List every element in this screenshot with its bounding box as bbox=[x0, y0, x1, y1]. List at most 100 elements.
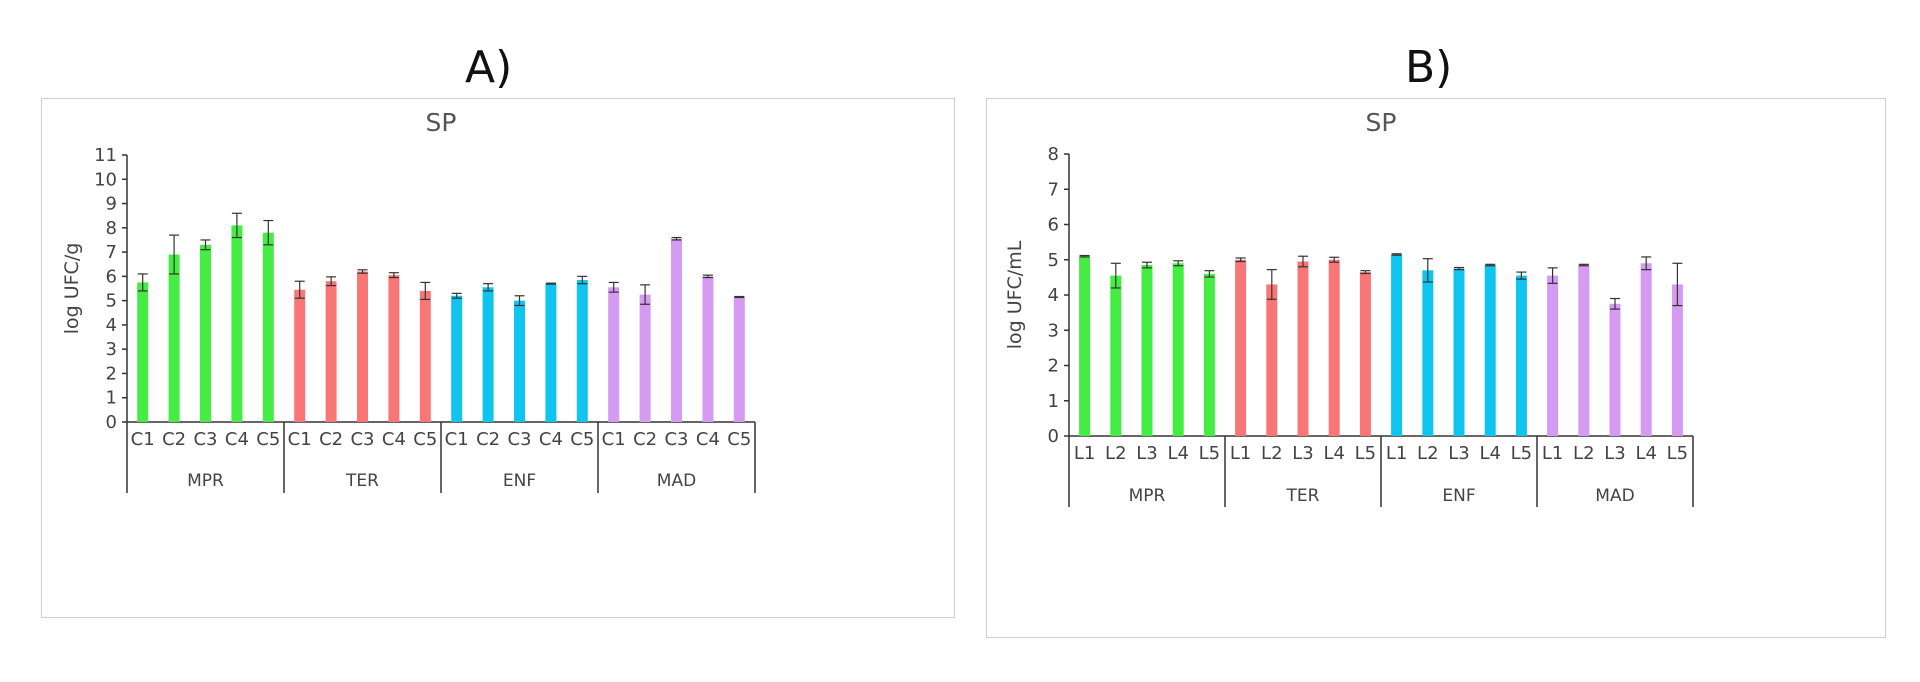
x-category-label: L3 bbox=[1448, 443, 1469, 464]
x-group-label: MPR bbox=[1129, 486, 1166, 506]
x-category-label: C1 bbox=[131, 429, 155, 450]
y-tick-label: 1 bbox=[1048, 391, 1059, 412]
bar-ter-l4 bbox=[1328, 259, 1340, 436]
x-group-label: MAD bbox=[1595, 486, 1634, 506]
bar-mpr-c2 bbox=[168, 254, 180, 422]
x-group-label: ENF bbox=[1442, 486, 1475, 506]
y-tick-label: 10 bbox=[94, 169, 117, 190]
bar-ter-l5 bbox=[1359, 272, 1371, 436]
y-tick-label: 7 bbox=[1048, 179, 1059, 200]
y-tick-label: 0 bbox=[1048, 426, 1059, 447]
bar-mad-c1 bbox=[608, 287, 620, 422]
x-category-label: L2 bbox=[1105, 443, 1126, 464]
x-category-label: L5 bbox=[1667, 443, 1688, 464]
bar-enf-c3 bbox=[514, 300, 525, 422]
bar-ter-l2 bbox=[1266, 284, 1278, 436]
chart-title: SP bbox=[426, 108, 457, 137]
x-category-label: L5 bbox=[1511, 443, 1532, 464]
x-category-label: L3 bbox=[1604, 443, 1625, 464]
x-category-label: L1 bbox=[1542, 443, 1563, 464]
panel-label-b: B) bbox=[1405, 42, 1453, 93]
x-category-label: C1 bbox=[288, 429, 312, 450]
x-category-label: C3 bbox=[193, 429, 217, 450]
y-axis-label: log UFC/mL bbox=[1004, 240, 1026, 349]
y-tick-label: 6 bbox=[106, 266, 117, 287]
bar-enf-l2 bbox=[1422, 270, 1434, 436]
bar-enf-c2 bbox=[482, 287, 494, 422]
y-tick-label: 0 bbox=[106, 412, 117, 433]
bar-mad-l3 bbox=[1609, 303, 1621, 436]
bar-mad-c5 bbox=[733, 296, 745, 422]
x-category-label: C1 bbox=[602, 429, 626, 450]
bar-mad-c4 bbox=[702, 276, 714, 422]
x-category-label: C2 bbox=[476, 429, 500, 450]
y-tick-label: 5 bbox=[1048, 250, 1059, 271]
bar-mad-l4 bbox=[1640, 263, 1652, 436]
bar-enf-c4 bbox=[545, 283, 557, 422]
bar-mpr-c4 bbox=[231, 225, 243, 422]
bar-mad-l2 bbox=[1578, 265, 1590, 436]
chart-b: SP log UFC/mL 0 1 2 3 4 5 6 7 8 L1 L2 L3 L4 L5 MPR L1 L2 L3… bbox=[986, 98, 1886, 638]
x-category-label: L4 bbox=[1479, 443, 1500, 464]
bar-mpr-c3 bbox=[200, 244, 211, 422]
bar-mpr-l1 bbox=[1079, 256, 1091, 436]
bar-mpr-c5 bbox=[262, 232, 274, 422]
y-tick-label: 4 bbox=[1048, 285, 1059, 306]
bar-mpr-l4 bbox=[1172, 263, 1184, 436]
y-tick-label: 4 bbox=[106, 315, 117, 336]
x-category-label: C5 bbox=[570, 429, 594, 450]
y-tick-label: 1 bbox=[106, 388, 117, 409]
bar-ter-c4 bbox=[388, 275, 400, 422]
x-category-label: C3 bbox=[350, 429, 374, 450]
chart-a: SP log UFC/g 0 1 2 3 4 5 6 7 8 9 10 11 C1 C2 C3 C4 C5 MPR C1… bbox=[41, 98, 955, 618]
x-category-label: L4 bbox=[1167, 443, 1188, 464]
bar-mad-l1 bbox=[1547, 275, 1559, 436]
x-group-label: TER bbox=[1286, 486, 1320, 506]
bar-mpr-l5 bbox=[1203, 273, 1215, 436]
x-category-label: L2 bbox=[1417, 443, 1438, 464]
bar-ter-c5 bbox=[419, 290, 431, 422]
bar-mad-c2 bbox=[639, 294, 651, 422]
x-group-label: TER bbox=[345, 471, 379, 491]
x-category-label: C5 bbox=[413, 429, 437, 450]
bar-enf-l3 bbox=[1453, 268, 1465, 436]
bar-ter-c3 bbox=[357, 271, 368, 422]
bar-ter-c2 bbox=[325, 281, 337, 422]
bar-enf-c1 bbox=[451, 295, 463, 422]
x-category-label: L4 bbox=[1635, 443, 1656, 464]
x-category-label: L3 bbox=[1292, 443, 1313, 464]
bar-mpr-c1 bbox=[137, 282, 149, 422]
bar-mad-l5 bbox=[1671, 284, 1683, 436]
x-category-label: C4 bbox=[539, 429, 563, 450]
y-tick-label: 6 bbox=[1048, 215, 1059, 236]
x-category-label: C2 bbox=[633, 429, 657, 450]
y-tick-label: 7 bbox=[106, 242, 117, 263]
y-tick-label: 3 bbox=[1048, 320, 1059, 341]
y-tick-label: 8 bbox=[1048, 144, 1059, 165]
bar-enf-l1 bbox=[1391, 254, 1403, 436]
y-tick-label: 3 bbox=[106, 339, 117, 360]
x-group-label: MAD bbox=[657, 471, 696, 491]
y-tick-label: 5 bbox=[106, 291, 117, 312]
x-category-label: C1 bbox=[445, 429, 469, 450]
x-group-label: ENF bbox=[503, 471, 536, 491]
x-category-label: C2 bbox=[319, 429, 343, 450]
bar-ter-c1 bbox=[294, 289, 306, 422]
x-category-label: C4 bbox=[696, 429, 720, 450]
panel-label-a: A) bbox=[465, 42, 513, 93]
x-category-label: L1 bbox=[1074, 443, 1095, 464]
x-category-label: C5 bbox=[727, 429, 751, 450]
x-category-label: L1 bbox=[1386, 443, 1407, 464]
x-category-label: L5 bbox=[1355, 443, 1376, 464]
y-tick-label: 2 bbox=[106, 363, 117, 384]
y-tick-label: 9 bbox=[106, 194, 117, 215]
x-category-label: L2 bbox=[1261, 443, 1282, 464]
x-category-label: C2 bbox=[162, 429, 186, 450]
y-tick-label: 2 bbox=[1048, 356, 1059, 377]
bar-ter-l3 bbox=[1297, 261, 1309, 436]
x-category-label: L2 bbox=[1573, 443, 1594, 464]
bar-ter-l1 bbox=[1235, 259, 1247, 436]
chart-a-svg: SP log UFC/g 0 1 2 3 4 5 6 7 8 9 10 11 C1 C2 C3 C4 C5 MPR C1… bbox=[61, 108, 756, 493]
x-category-label: C4 bbox=[225, 429, 249, 450]
bar-mpr-l2 bbox=[1110, 275, 1122, 436]
